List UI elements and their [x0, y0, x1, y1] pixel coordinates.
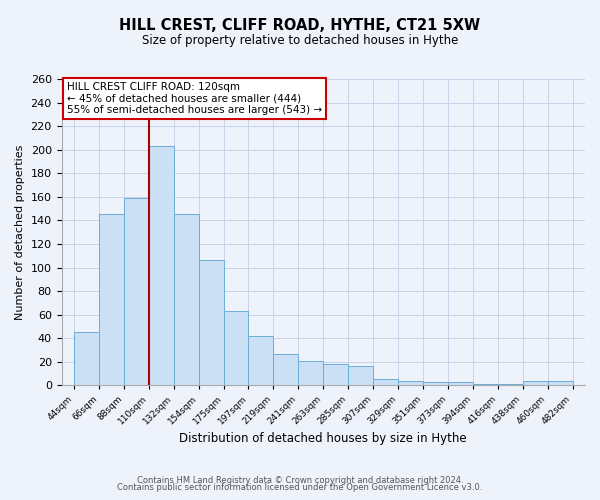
- Bar: [548, 380, 572, 386]
- Text: HILL CREST CLIFF ROAD: 120sqm
← 45% of detached houses are smaller (444)
55% of : HILL CREST CLIFF ROAD: 120sqm ← 45% of d…: [67, 82, 322, 116]
- Text: Contains HM Land Registry data © Crown copyright and database right 2024.: Contains HM Land Registry data © Crown c…: [137, 476, 463, 485]
- Text: Size of property relative to detached houses in Hythe: Size of property relative to detached ho…: [142, 34, 458, 47]
- Bar: [323, 364, 348, 386]
- Text: Contains public sector information licensed under the Open Government Licence v3: Contains public sector information licen…: [118, 484, 482, 492]
- Bar: [224, 311, 248, 386]
- Bar: [74, 332, 99, 386]
- Bar: [124, 198, 149, 386]
- Y-axis label: Number of detached properties: Number of detached properties: [15, 144, 25, 320]
- Bar: [298, 360, 323, 386]
- Bar: [274, 354, 298, 386]
- Text: HILL CREST, CLIFF ROAD, HYTHE, CT21 5XW: HILL CREST, CLIFF ROAD, HYTHE, CT21 5XW: [119, 18, 481, 32]
- Bar: [348, 366, 373, 386]
- Bar: [99, 214, 124, 386]
- Bar: [174, 214, 199, 386]
- Bar: [373, 380, 398, 386]
- X-axis label: Distribution of detached houses by size in Hythe: Distribution of detached houses by size …: [179, 432, 467, 445]
- Bar: [473, 384, 498, 386]
- Bar: [398, 380, 423, 386]
- Bar: [199, 260, 224, 386]
- Bar: [423, 382, 448, 386]
- Bar: [248, 336, 274, 386]
- Bar: [149, 146, 174, 386]
- Bar: [448, 382, 473, 386]
- Bar: [523, 380, 548, 386]
- Bar: [498, 384, 523, 386]
